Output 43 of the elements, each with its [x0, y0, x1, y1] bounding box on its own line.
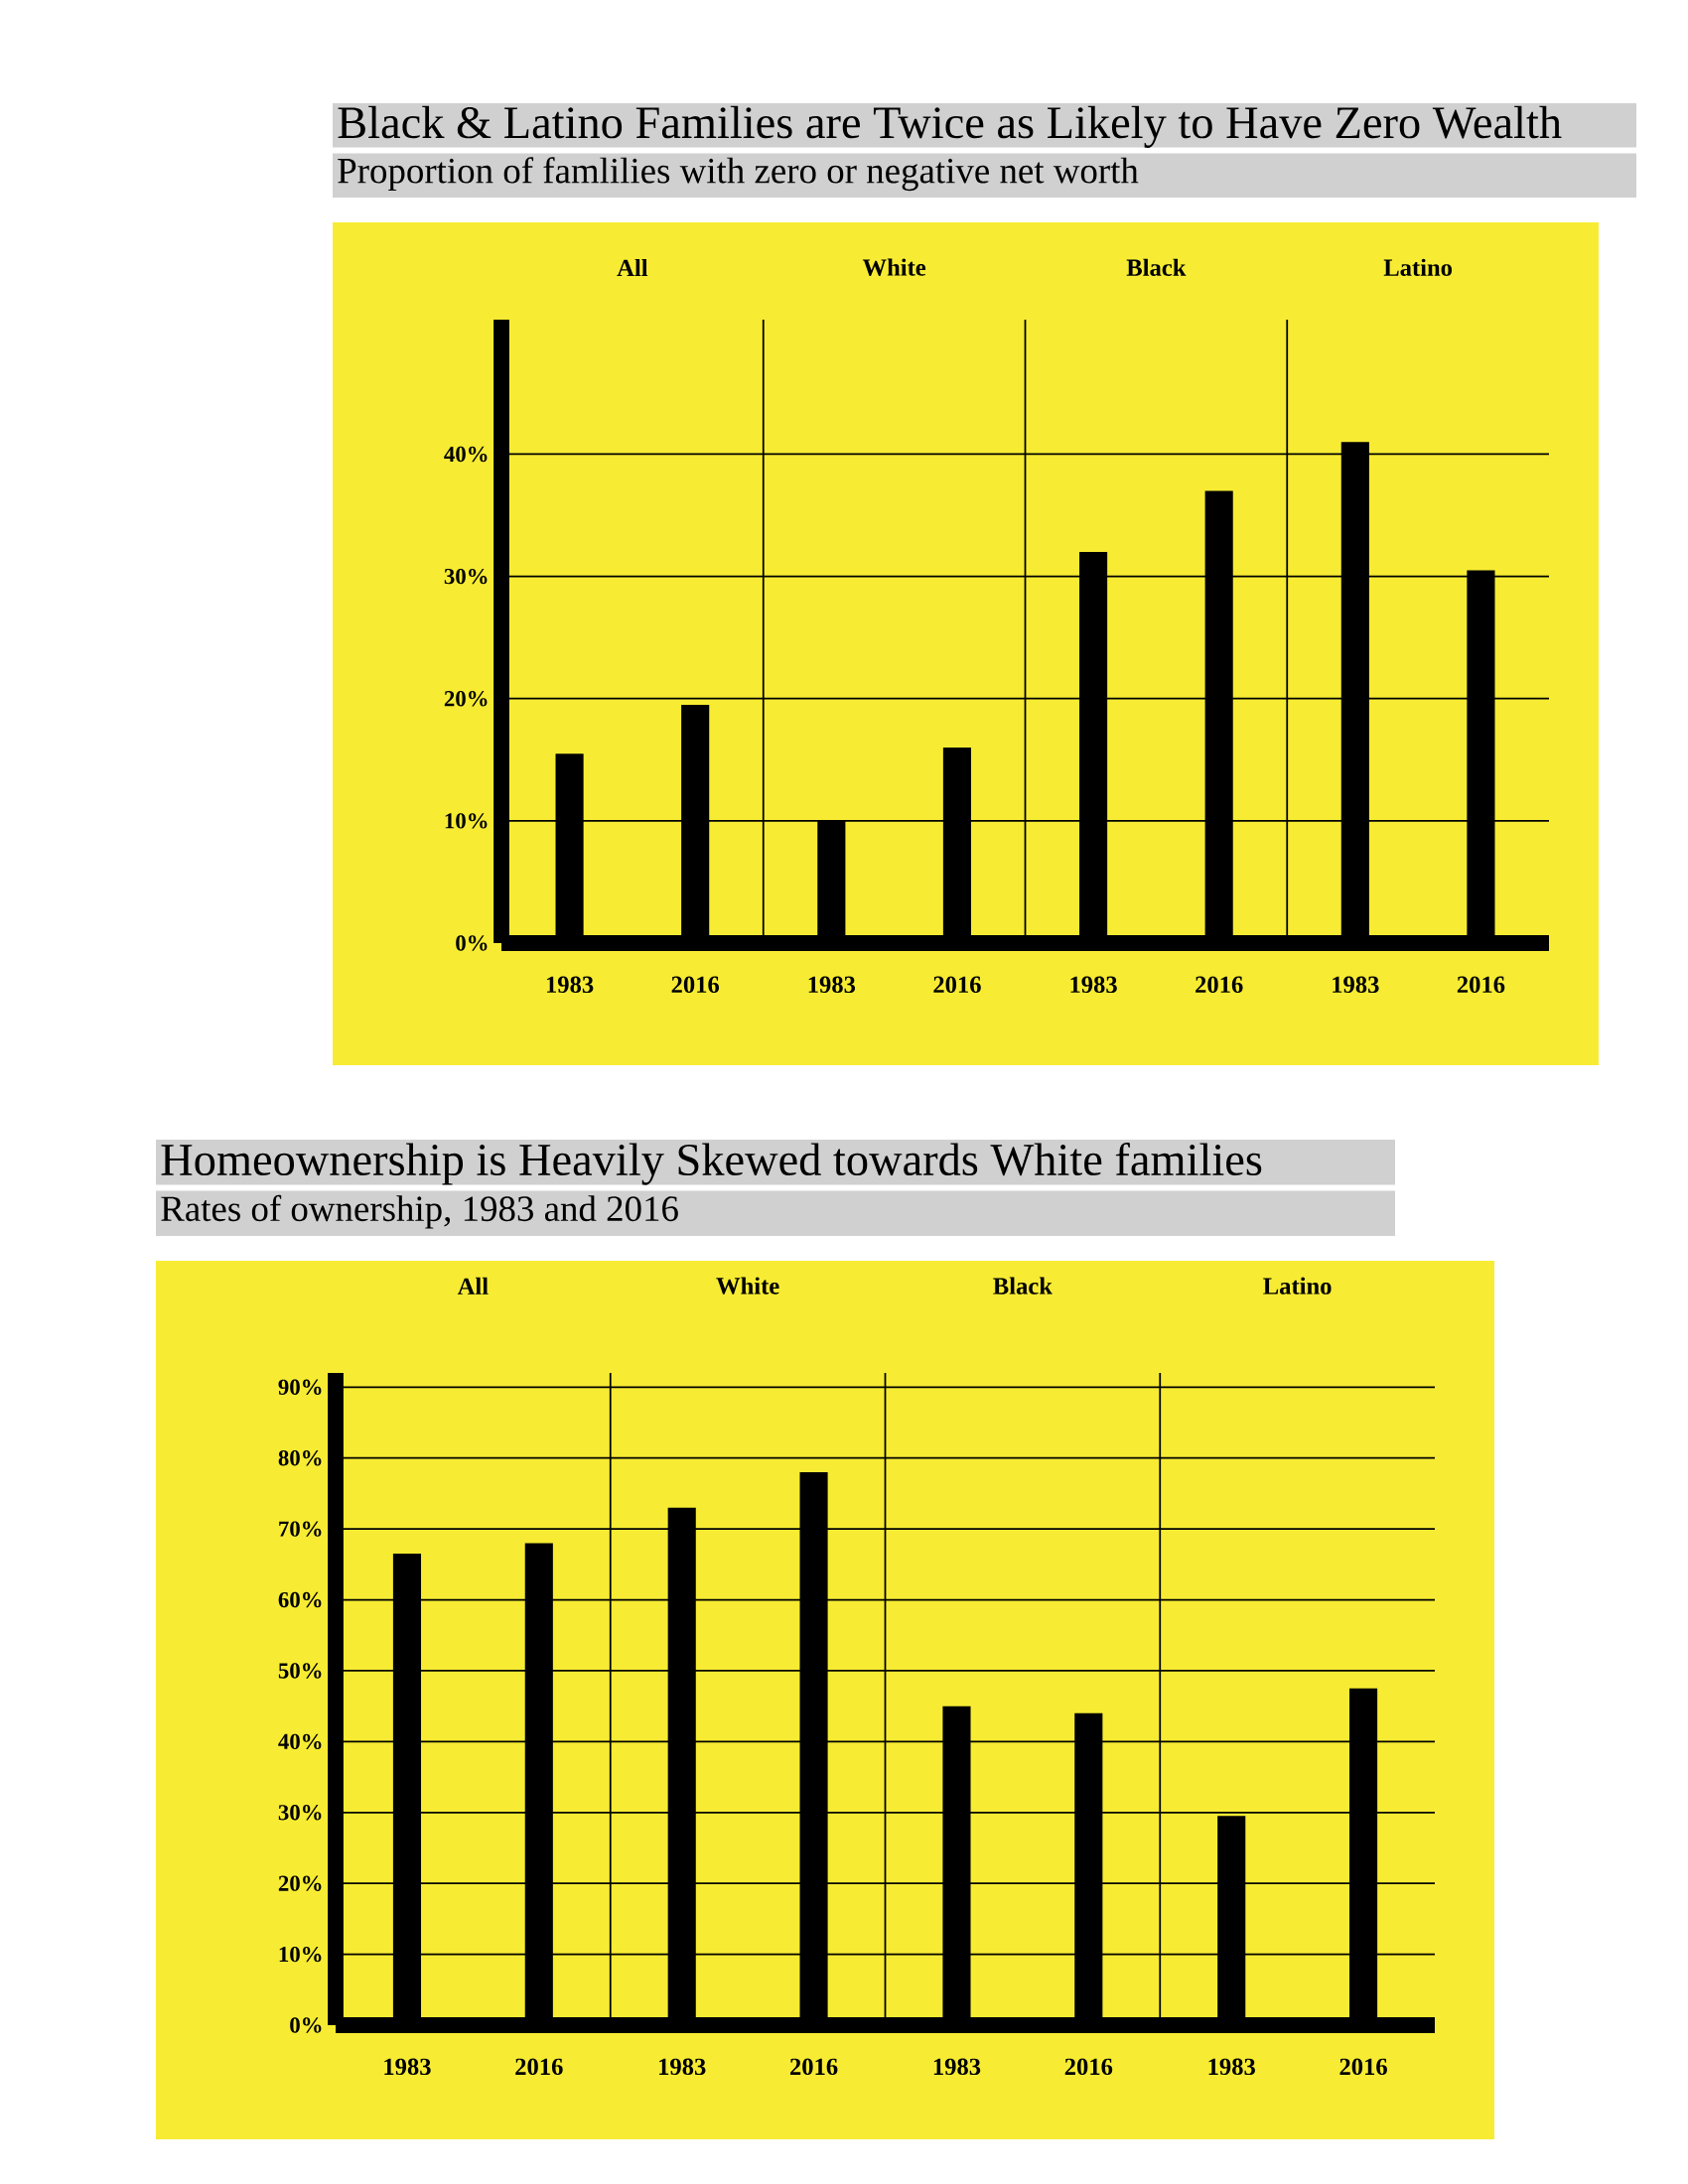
text: 1983 [1333, 976, 1379, 994]
y-tick-label: 30% [278, 1805, 322, 1821]
x-tick-label: White [862, 258, 926, 276]
y-tick-label: 10% [445, 813, 488, 829]
chart-title: Black & Latino Families are Twice as Likely to Have Zero Wealth [338, 105, 1562, 148]
text: 1983 [1208, 2058, 1255, 2076]
x-tick-label: Black [1126, 258, 1187, 276]
series-label: 1983 [659, 2058, 706, 2076]
series-label: 2016 [671, 976, 720, 994]
x-tick-label: Black [993, 1277, 1053, 1295]
text: 2016 [1457, 976, 1505, 994]
x-tick-label: White [716, 1277, 779, 1295]
y-tick-label: 0% [290, 2017, 322, 2033]
x-tick-label: All [617, 258, 648, 276]
y-tick-label: 40% [444, 446, 488, 463]
text: 1983 [933, 2058, 981, 2076]
y-tick-label: 80% [278, 1450, 322, 1466]
x-tick-label: Latino [1383, 258, 1453, 276]
text: 1983 [384, 2058, 431, 2076]
y-tick-label: 90% [278, 1379, 322, 1396]
text: 1983 [808, 976, 856, 994]
text: 2016 [1339, 2058, 1387, 2076]
series-label: 1983 [546, 976, 594, 994]
text: 1983 [1070, 976, 1117, 994]
y-tick-label: 20% [444, 691, 488, 707]
chart-subtitle: Proportion of famlilies with zero or negative net worth [338, 157, 1139, 192]
y-tick-label: 60% [278, 1591, 322, 1608]
y-tick-label: 0% [456, 935, 488, 951]
y-tick-label: 30% [444, 568, 488, 585]
text: 2016 [790, 2058, 838, 2076]
y-tick-label: 20% [278, 1875, 322, 1891]
text: 2016 [1064, 2058, 1113, 2076]
text: 2016 [933, 976, 981, 994]
y-tick-label: 50% [278, 1663, 322, 1679]
series-label: 2016 [515, 2058, 563, 2076]
chart-subtitle: Rates of ownership, 1983 and 2016 [161, 1194, 678, 1229]
text: 2016 [1196, 976, 1243, 994]
y-tick-label: 10% [279, 1946, 322, 1963]
chart-title: Homeownership is Heavily Skewed towards White families [161, 1142, 1262, 1185]
x-tick-label: Latino [1263, 1277, 1332, 1295]
y-tick-label: 70% [279, 1521, 322, 1537]
x-tick-label: All [457, 1277, 489, 1295]
y-tick-label: 40% [278, 1733, 322, 1750]
